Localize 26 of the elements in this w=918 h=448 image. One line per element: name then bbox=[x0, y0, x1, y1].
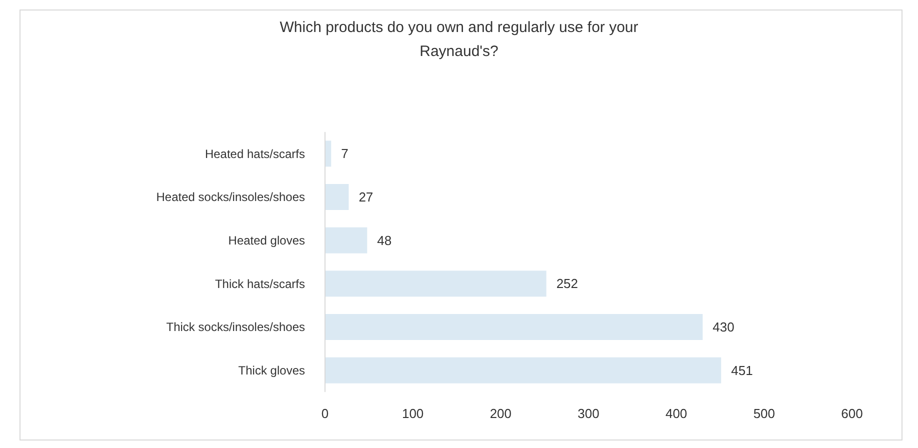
chart-title: Which products do you own and regularly use for your Raynaud's? bbox=[280, 19, 638, 60]
x-tick-label: 500 bbox=[753, 406, 776, 421]
bar bbox=[325, 227, 368, 254]
x-tick-label: 400 bbox=[665, 406, 688, 421]
y-tick-label: Thick socks/insoles/shoes bbox=[166, 320, 305, 334]
y-tick-label: Heated hats/scarfs bbox=[204, 146, 305, 161]
data-label: 451 bbox=[731, 362, 753, 378]
bar bbox=[325, 314, 703, 340]
bar bbox=[325, 184, 349, 210]
y-tick-label: Heated gloves bbox=[228, 234, 305, 248]
x-tick-label: 600 bbox=[841, 406, 863, 421]
x-tick-label: 200 bbox=[490, 406, 512, 421]
x-tick-label: 0 bbox=[321, 406, 329, 421]
y-tick-label: Heated socks/insoles/shoes bbox=[156, 190, 305, 204]
y-tick-label: Thick hats/scarfs bbox=[214, 276, 305, 291]
bar bbox=[325, 357, 722, 384]
x-tick-label: 100 bbox=[402, 406, 424, 421]
y-tick-label: Thick gloves bbox=[238, 364, 305, 378]
data-label: 7 bbox=[341, 146, 348, 162]
data-label: 48 bbox=[377, 232, 392, 248]
bar bbox=[325, 270, 546, 297]
x-tick-label: 300 bbox=[578, 406, 600, 421]
data-label: 27 bbox=[358, 190, 374, 205]
bar bbox=[325, 140, 332, 167]
data-label: 252 bbox=[556, 276, 578, 292]
data-label: 430 bbox=[712, 320, 734, 335]
